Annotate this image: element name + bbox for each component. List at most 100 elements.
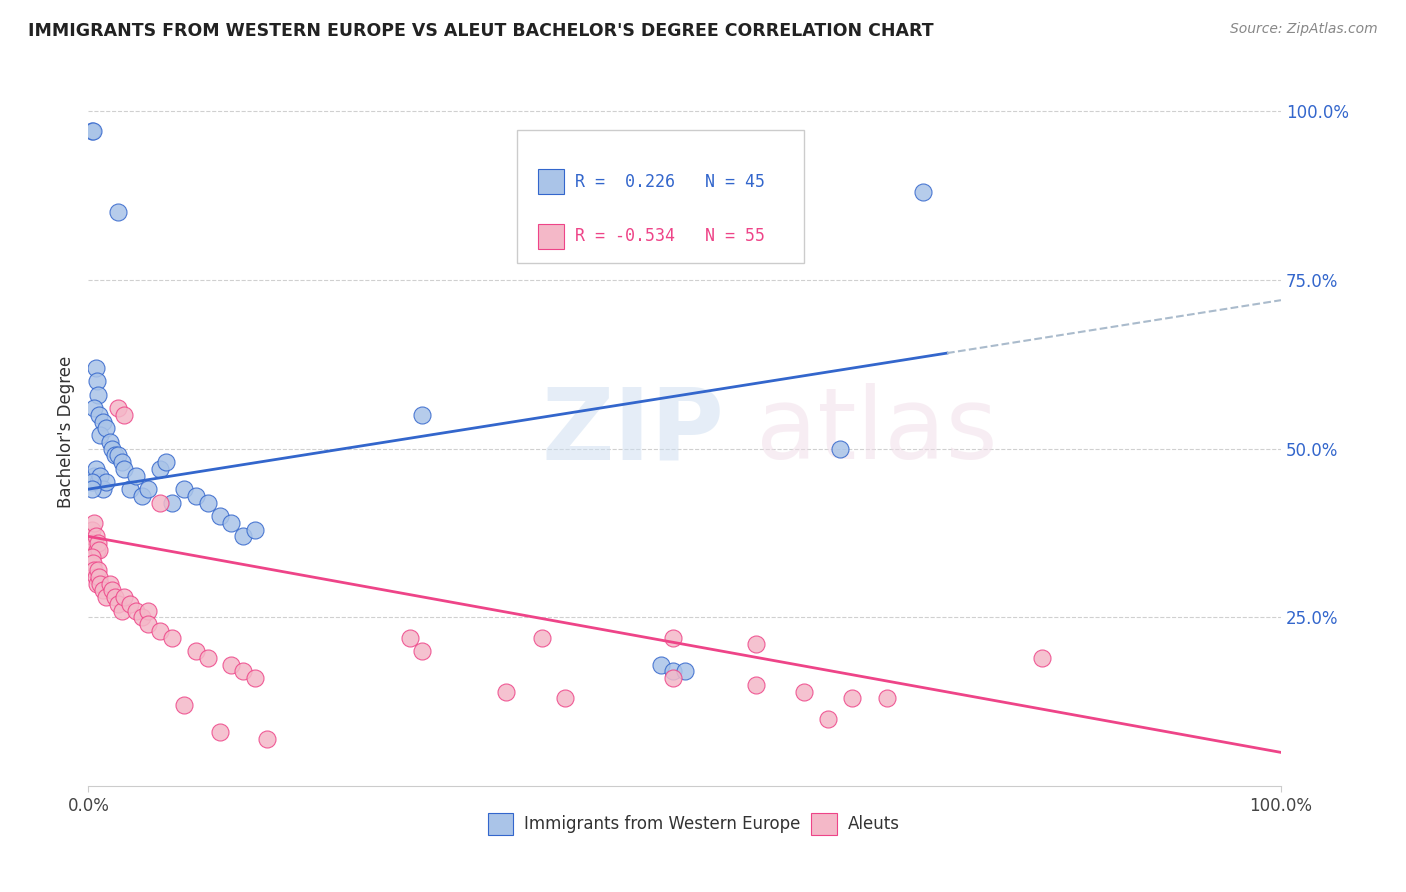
Point: [86, 542, 108, 557]
Point: [89, 468, 111, 483]
Point: [136, 482, 159, 496]
Point: [149, 624, 172, 638]
Point: [83, 468, 105, 483]
Point: [98, 576, 121, 591]
Point: [87, 475, 110, 490]
Point: [111, 455, 134, 469]
Point: [399, 631, 422, 645]
Point: [160, 631, 183, 645]
Point: [912, 185, 935, 199]
Point: [80, 549, 103, 564]
Point: [661, 665, 683, 679]
Point: [232, 665, 254, 679]
Point: [131, 610, 153, 624]
Text: R = -0.534   N = 55: R = -0.534 N = 55: [575, 227, 765, 245]
Point: [745, 678, 768, 692]
Point: [184, 644, 207, 658]
Point: [111, 604, 134, 618]
Point: [155, 455, 177, 469]
Text: Immigrants from Western Europe: Immigrants from Western Europe: [524, 815, 801, 833]
Point: [160, 496, 183, 510]
Point: [208, 509, 231, 524]
Text: R =  0.226   N = 45: R = 0.226 N = 45: [575, 173, 765, 191]
Point: [136, 604, 159, 618]
Point: [91, 415, 114, 429]
Point: [173, 482, 195, 496]
Point: [221, 516, 243, 530]
Text: IMMIGRANTS FROM WESTERN EUROPE VS ALEUT BACHELOR'S DEGREE CORRELATION CHART: IMMIGRANTS FROM WESTERN EUROPE VS ALEUT …: [28, 22, 934, 40]
Point: [197, 651, 219, 665]
Point: [149, 496, 172, 510]
Point: [221, 657, 243, 672]
Point: [87, 408, 110, 422]
Point: [101, 442, 124, 456]
Point: [495, 684, 517, 698]
Point: [120, 482, 142, 496]
Text: atlas: atlas: [756, 384, 998, 480]
Text: ZIP: ZIP: [541, 384, 724, 480]
Point: [104, 590, 127, 604]
Point: [661, 671, 683, 685]
Point: [107, 597, 129, 611]
Point: [89, 428, 111, 442]
Point: [745, 637, 768, 651]
Point: [817, 712, 839, 726]
Point: [131, 489, 153, 503]
Point: [112, 462, 135, 476]
Point: [828, 442, 851, 456]
Point: [530, 631, 553, 645]
Point: [84, 360, 107, 375]
Point: [107, 449, 129, 463]
Point: [112, 590, 135, 604]
Point: [82, 124, 104, 138]
Point: [83, 401, 105, 416]
Point: [120, 597, 142, 611]
Point: [208, 725, 231, 739]
Point: [96, 421, 118, 435]
Point: [125, 604, 148, 618]
Point: [86, 576, 108, 591]
Point: [841, 691, 863, 706]
Point: [83, 516, 105, 530]
Point: [125, 468, 148, 483]
Point: [80, 523, 103, 537]
Point: [84, 462, 107, 476]
Point: [197, 496, 219, 510]
Point: [184, 489, 207, 503]
Point: [661, 631, 683, 645]
Point: [87, 570, 110, 584]
Point: [80, 475, 103, 490]
Point: [91, 583, 114, 598]
Point: [136, 617, 159, 632]
Point: [245, 671, 267, 685]
Point: [107, 205, 129, 219]
Point: [96, 475, 118, 490]
Point: [80, 482, 103, 496]
Point: [149, 462, 172, 476]
Point: [411, 644, 433, 658]
Point: [80, 529, 103, 543]
Point: [112, 408, 135, 422]
Point: [673, 665, 696, 679]
Point: [82, 557, 104, 571]
Point: [101, 583, 124, 598]
Point: [89, 576, 111, 591]
Point: [411, 408, 433, 422]
Point: [91, 482, 114, 496]
Point: [256, 731, 278, 746]
Point: [87, 542, 110, 557]
Point: [86, 374, 108, 388]
Point: [87, 536, 110, 550]
Y-axis label: Bachelor's Degree: Bachelor's Degree: [58, 356, 75, 508]
Point: [793, 684, 815, 698]
Point: [650, 657, 672, 672]
Point: [80, 124, 103, 138]
Point: [84, 529, 107, 543]
Point: [87, 563, 110, 577]
Text: Aleuts: Aleuts: [848, 815, 900, 833]
Point: [876, 691, 898, 706]
Point: [554, 691, 576, 706]
Point: [1031, 651, 1053, 665]
Text: Source: ZipAtlas.com: Source: ZipAtlas.com: [1230, 22, 1378, 37]
Point: [87, 387, 110, 401]
